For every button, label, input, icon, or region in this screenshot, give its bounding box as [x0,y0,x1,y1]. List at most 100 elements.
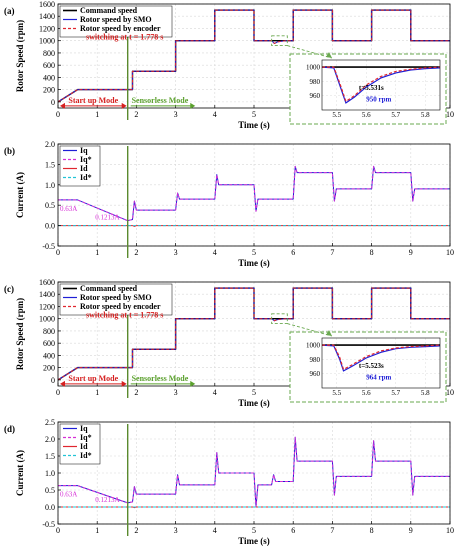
x-axis-label: Time (s) [238,398,270,408]
x-tick-label: 9 [409,248,413,257]
startup-arrowhead-right [121,380,127,387]
panel-label: (a) [4,6,15,16]
inset-annotation-speed: 950 rpm [366,95,391,103]
x-tick-label: 2 [134,388,138,397]
y-tick-label: 2.5 [45,418,55,427]
panel-label: (c) [4,284,14,294]
switch-label: switching at t = 1.778 s [86,32,163,41]
inset-series-line-encoder [322,344,440,371]
x-tick-label: 7 [330,526,334,535]
inset-y-tick-label: 980 [310,356,321,364]
switch-label: switching at t = 1.778 s [86,310,163,319]
x-tick-label: 1 [95,388,99,397]
y-tick-label: 2.0 [45,435,55,444]
panel-label: (d) [4,424,15,434]
startup-mode-label: Start up Mode [68,96,118,105]
zoom-connector [287,323,333,337]
legend-entry: Iq [80,424,88,433]
legend-entry: Id* [80,173,92,182]
startup-arrowhead-left [60,380,65,387]
x-axis-label: Time (s) [238,120,270,130]
startup-arrowhead-left [60,102,65,109]
x-tick-label: 2 [134,526,138,535]
legend-entry: Id* [80,451,92,460]
y-tick-label: 600 [43,61,55,70]
startup-mode-label: Start up Mode [68,374,118,383]
x-tick-label: 3 [174,110,178,119]
x-tick-label: 1 [95,248,99,257]
series-line-iq_ref [58,436,450,508]
zoom-connector-arrowhead [326,52,332,58]
legend-box [59,145,101,187]
x-tick-label: 8 [370,248,374,257]
annotation-initial-current: 0.63A [60,491,77,499]
inset-box [289,331,447,403]
y-tick-label: 0.5 [45,486,55,495]
x-axis-label: Time (s) [238,258,270,268]
x-tick-label: 4 [213,526,217,535]
sensorless-mode-label: Sensorless Mode [132,374,189,383]
panel-label: (b) [4,146,15,156]
inset-x-tick-label: 5.6 [362,111,371,119]
inset-x-tick-label: 5.8 [421,111,430,119]
x-tick-label: 6 [291,526,295,535]
inset-y-tick-label: 1000 [306,64,321,72]
y-tick-label: 0.0 [45,503,55,512]
y-tick-label: 1400 [39,290,55,299]
series-group [58,436,450,509]
sensorless-mode-label: Sensorless Mode [132,96,189,105]
y-tick-label: 400 [43,73,55,82]
x-tick-label: 4 [213,388,217,397]
y-axis-label: Rotor Speed (rpm) [15,298,25,370]
y-axis-label: Current (A) [15,172,25,218]
inset-frame [321,337,441,389]
x-tick-label: 10 [446,110,454,119]
series-group [58,287,450,381]
x-tick-label: 1 [95,526,99,535]
y-tick-label: 0.0 [45,222,55,231]
x-tick-label: 10 [446,526,454,535]
y-tick-label: 1200 [39,302,55,311]
panel-3: 0123456789100200400600800100012001400160… [4,278,454,408]
y-tick-label: 2.0 [45,140,55,149]
panel-2: 0 1 2 3 4 5 6 7 8 9 10 -0.5 0.0 0.5 1.0 1.5 2.0 Time (s) C… [4,140,454,268]
legend-entry: Command speed [80,284,138,293]
panel-4: 0 1 2 3 4 5 6 7 8 9 10 -0.5 0.0 0.5 1.0 1.5 2.0 2.5 Time (… [4,418,454,546]
legend-box [59,423,101,465]
inset-plot: 5.5 5.6 5.7 5.8 960 980 1000 t=5.523s 964 rpm [306,337,441,397]
series-line-iq_ref [58,165,450,222]
zoom-region-box [271,35,288,47]
x-tick-label: 6 [291,248,295,257]
y-tick-label: 1.0 [45,181,55,190]
inset-x-tick-label: 5.7 [391,389,400,397]
annotation-switch-current: 0.1213A [95,496,119,504]
y-tick-label: 1600 [39,0,55,9]
legend-entry: Id [80,164,88,173]
legend-box [59,283,173,316]
y-axis-label: Current (A) [15,450,25,496]
inset-frame [321,59,441,111]
x-tick-label: 3 [174,388,178,397]
inset-x-tick-label: 5.6 [362,389,371,397]
inset-series-line-smo [322,66,440,104]
inset-box [289,53,447,125]
y-tick-label: 1000 [39,315,55,324]
sensorless-arrowhead [190,380,196,387]
y-tick-label: 0 [51,376,55,385]
y-tick-label: 1.0 [45,469,55,478]
zoom-connector-arrowhead [326,330,332,336]
legend-entry: Iq [80,146,88,155]
x-tick-label: 1 [95,110,99,119]
x-tick-label: 10 [446,248,454,257]
x-tick-label: 3 [174,248,178,257]
y-tick-label: 1000 [39,37,55,46]
x-tick-label: 0 [56,248,60,257]
inset-x-tick-label: 5.5 [332,111,341,119]
inset-series-group [322,344,440,372]
x-tick-label: 4 [213,248,217,257]
y-tick-label: 600 [43,339,55,348]
x-axis-label: Time (s) [238,536,270,546]
legend-entry: Iq* [80,433,92,442]
inset-series-line-smo [322,344,440,372]
inset-x-tick-label: 5.8 [421,389,430,397]
